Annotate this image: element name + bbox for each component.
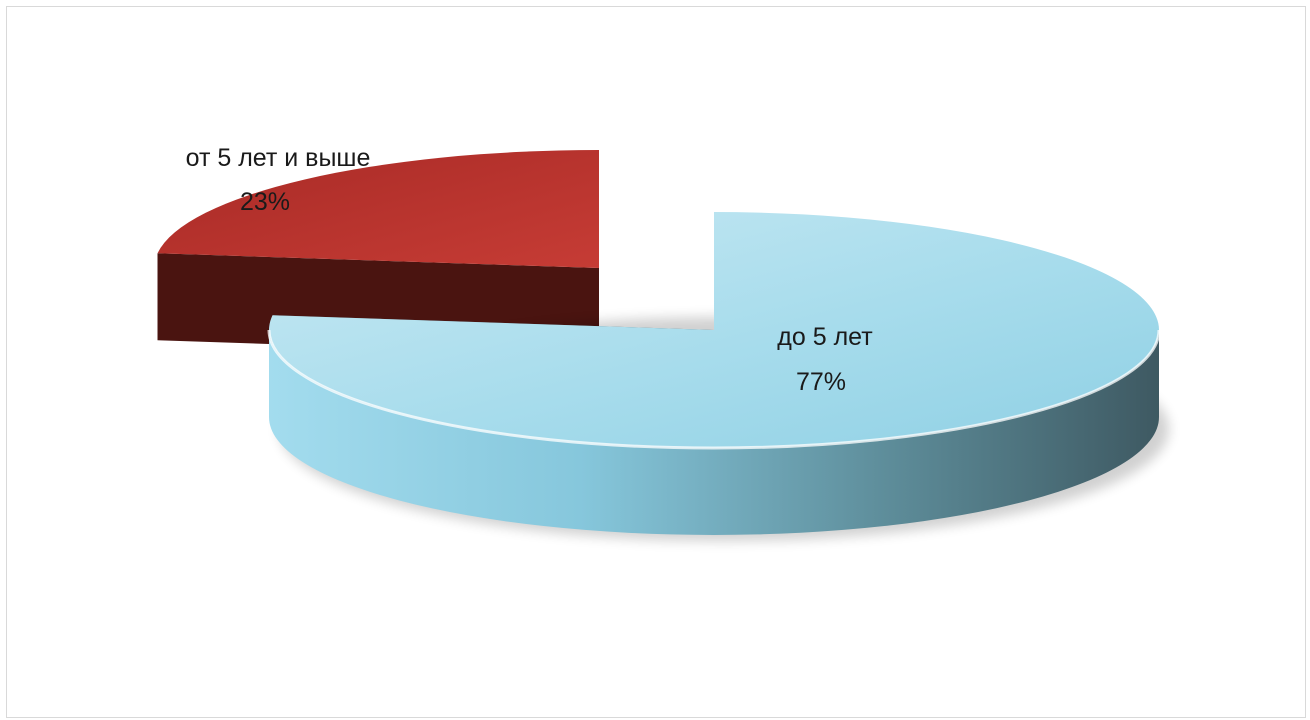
pie-slice: [268, 212, 1159, 448]
slice-label-name: от 5 лет и выше: [186, 144, 371, 172]
slice-label-percent: 77%: [796, 368, 846, 396]
slice-side: [269, 330, 1159, 535]
pie-slice: [157, 150, 599, 268]
slice-rim: [267, 329, 1161, 450]
slice-label-name: до 5 лет: [777, 323, 873, 351]
slice-label-percent: 23%: [240, 188, 290, 216]
